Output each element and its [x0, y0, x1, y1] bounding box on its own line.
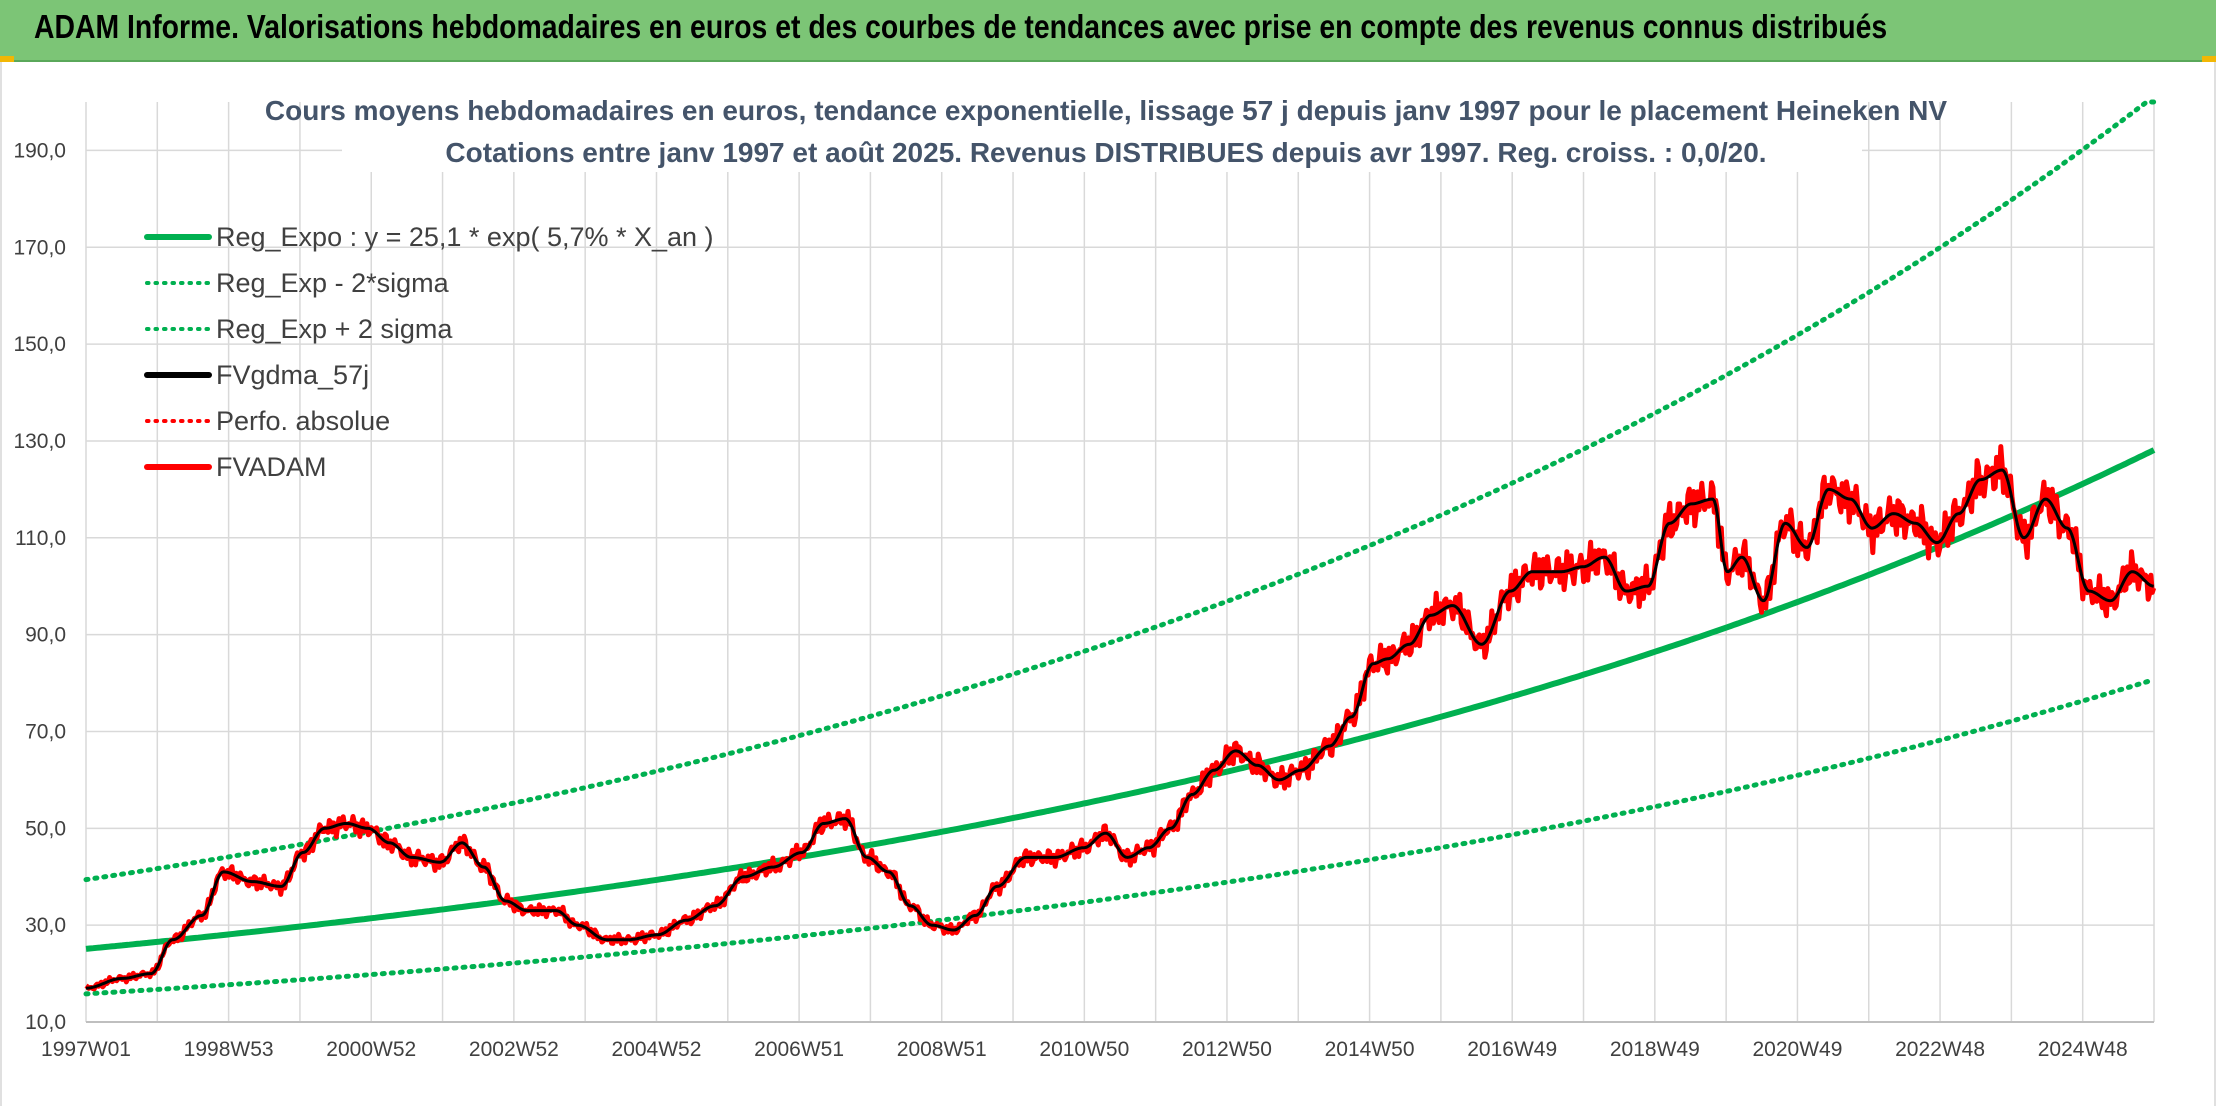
title-backdrop [342, 90, 1862, 172]
legend-reg-exp-minus: Reg_Exp - 2*sigma [145, 268, 450, 298]
chart-title: Cours moyens hebdomadaires en euros, ten… [265, 95, 1947, 126]
series-reg-exp-plus-2sigma [83, 99, 2157, 883]
series-fvadam [84, 444, 2157, 992]
legend-perfo-absolue: Perfo. absolue [145, 406, 390, 436]
y-tick-label: 10,0 [25, 1011, 66, 1034]
x-tick-label: 2014W50 [1325, 1038, 1415, 1061]
y-tick-label: 50,0 [25, 817, 66, 840]
corner-marker-left [0, 56, 14, 64]
legend-reg-expo: Reg_Expo : y = 25,1 * exp( 5,7% * X_an ) [144, 222, 714, 252]
chart-grid [85, 102, 2155, 1023]
series-reg-exp-minus-2sigma [83, 677, 2157, 997]
legend-label: Perfo. absolue [216, 406, 390, 436]
series-fvgdma-57j [85, 468, 2154, 990]
y-tick-label: 90,0 [25, 624, 66, 647]
x-tick-label: 2006W51 [754, 1038, 844, 1061]
series-reg-expo [85, 447, 2156, 952]
x-tick-label: 2018W49 [1610, 1038, 1700, 1061]
y-tick-label: 110,0 [15, 527, 66, 550]
corner-marker-right [2202, 56, 2216, 64]
y-tick-label: 30,0 [25, 914, 66, 937]
x-tick-label: 2002W52 [469, 1038, 559, 1061]
y-tick-label: 130,0 [13, 430, 66, 453]
y-tick-label: 150,0 [13, 333, 66, 356]
legend-label: FVADAM [216, 452, 327, 482]
legend-label: FVgdma_57j [216, 360, 369, 390]
y-tick-label: 190,0 [13, 139, 66, 162]
y-tick-label: 70,0 [25, 720, 66, 743]
x-tick-label: 2012W50 [1182, 1038, 1272, 1061]
report-title: ADAM Informe. Valorisations hebdomadaire… [34, 8, 1888, 45]
y-tick-label: 170,0 [13, 236, 66, 259]
chart-area: 10,0 30,0 50,0 70,0 90,0 110,0 130,0 150,0 170,0… [0, 62, 2216, 1106]
legend-reg-exp-plus: Reg_Exp + 2 sigma [145, 314, 453, 344]
x-tick-label: 2022W48 [1895, 1038, 1985, 1061]
legend-label: Reg_Expo : y = 25,1 * exp( 5,7% * X_an ) [216, 222, 714, 252]
x-tick-label: 2008W51 [897, 1038, 987, 1061]
legend-label: Reg_Exp + 2 sigma [216, 314, 453, 344]
x-axis-ticks: 1997W01 1998W53 2000W52 2002W52 2004W52 2006W… [41, 1038, 2128, 1061]
legend-label: Reg_Exp - 2*sigma [216, 268, 450, 298]
x-tick-label: 2010W50 [1039, 1038, 1129, 1061]
x-tick-label: 2000W52 [326, 1038, 416, 1061]
y-axis-ticks: 10,0 30,0 50,0 70,0 90,0 110,0 130,0 150,0 170,0… [13, 139, 66, 1034]
legend-fvadam: FVADAM [144, 452, 327, 482]
series-layer [83, 99, 2157, 997]
x-tick-label: 2016W49 [1467, 1038, 1557, 1061]
chart-subtitle: Cotations entre janv 1997 et août 2025. … [445, 137, 1766, 168]
legend-fvgdma: FVgdma_57j [144, 360, 369, 390]
chart-legend: Reg_Expo : y = 25,1 * exp( 5,7% * X_an )… [144, 222, 714, 482]
x-tick-label: 2024W48 [2038, 1038, 2128, 1061]
line-chart: 10,0 30,0 50,0 70,0 90,0 110,0 130,0 150,0 170,0… [13, 90, 2157, 1061]
x-tick-label: 1998W53 [184, 1038, 274, 1061]
report-header: ADAM Informe. Valorisations hebdomadaire… [0, 0, 2216, 62]
x-tick-label: 1997W01 [41, 1038, 131, 1061]
x-tick-label: 2020W49 [1752, 1038, 1842, 1061]
x-tick-label: 2004W52 [612, 1038, 702, 1061]
